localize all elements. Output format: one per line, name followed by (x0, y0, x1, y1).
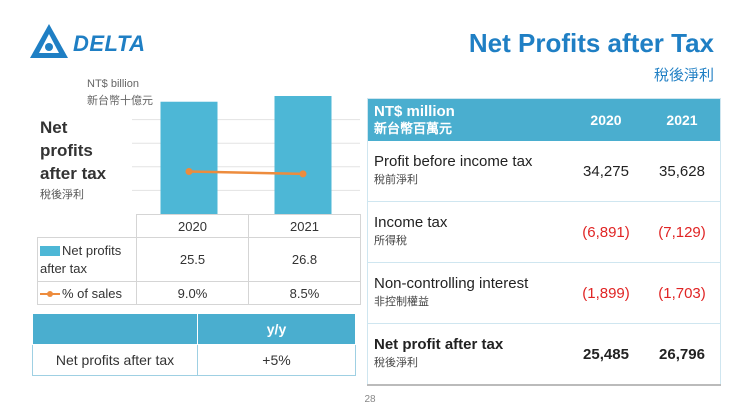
year-2021-label: 2021 (248, 214, 361, 238)
row-label-zh: 非控制權益 (374, 296, 429, 308)
year-header-2020: 2020 (568, 98, 644, 141)
yy-row-label: Net profits after tax (32, 344, 198, 376)
bar-2020 (160, 101, 218, 214)
table-row: Profit before income tax 稅前淨利 34,275 35,… (367, 141, 721, 202)
profit-breakdown-table: NT$ million 新台幣百萬元 2020 2021 Profit befo… (367, 98, 721, 386)
bar-swatch-icon (40, 246, 60, 257)
row-label-zh: 所得稅 (374, 235, 407, 247)
table-row: Net profit after tax 稅後淨利 25,485 26,796 (367, 323, 721, 386)
net-profit-2021: 26.8 (248, 237, 361, 282)
chart-bars (160, 96, 332, 214)
net-profit-chart (132, 96, 360, 214)
chart-label-line-3: after tax (40, 164, 107, 183)
unit-header-en: NT$ million (374, 103, 455, 120)
value-2021: 35,628 (644, 141, 721, 202)
legend-pct-sales: % of sales (37, 281, 137, 305)
yy-corner (32, 313, 198, 345)
logo-text: DELTA (73, 31, 146, 56)
legend-net-profits-label: Net profits after tax (40, 242, 122, 276)
row-label: Net profit after tax 稅後淨利 (367, 323, 568, 386)
row-label-en: Non-controlling interest (374, 275, 529, 292)
chart-label-zh: 稅後淨利 (40, 189, 84, 201)
chart-line (185, 168, 307, 178)
row-label-zh: 稅後淨利 (374, 357, 418, 369)
year-2020-label: 2020 (136, 214, 249, 238)
pct-sales-point-2020 (185, 168, 193, 176)
pct-sales-point-2021 (299, 170, 307, 178)
row-label-zh: 稅前淨利 (374, 174, 418, 186)
chart-label-line-1: Net (40, 118, 68, 137)
table-row: Net profits after tax 25.5 26.8 (37, 237, 361, 282)
chart-label-line-2: profits (40, 141, 93, 160)
value-2020: 34,275 (568, 141, 644, 202)
delta-logo (30, 24, 68, 58)
unit-header: NT$ million 新台幣百萬元 (367, 98, 568, 141)
row-label-en: Income tax (374, 214, 448, 231)
table-row: % of sales 9.0% 8.5% (37, 281, 361, 305)
value-2020: 25,485 (568, 323, 644, 386)
value-2021: (1,703) (644, 262, 721, 324)
yy-value: +5% (197, 344, 356, 376)
line-swatch-icon (40, 289, 60, 299)
chart-unit-en: NT$ billion (87, 78, 139, 90)
row-label: Profit before income tax 稅前淨利 (367, 141, 568, 202)
page-subtitle: 稅後淨利 (653, 67, 714, 84)
legend-pct-sales-label: % of sales (62, 285, 122, 301)
page-title: Net Profits after Tax (468, 28, 714, 58)
chart-data-header-row: 2020 2021 (38, 214, 361, 238)
value-2020: (1,899) (568, 262, 644, 324)
table-row: Income tax 所得稅 (6,891) (7,129) (367, 201, 721, 263)
chart-label: Net profits after tax (40, 116, 130, 185)
unit-header-zh: 新台幣百萬元 (374, 121, 453, 136)
value-2021: 26,796 (644, 323, 721, 386)
pct-sales-2020: 9.0% (136, 281, 249, 305)
row-label: Income tax 所得稅 (367, 201, 568, 263)
year-header-2021: 2021 (644, 98, 721, 141)
row-label: Non-controlling interest 非控制權益 (367, 262, 568, 324)
page-number: 28 (364, 394, 376, 405)
table-row: Non-controlling interest 非控制權益 (1,899) (… (367, 262, 721, 324)
breakdown-header-row: NT$ million 新台幣百萬元 2020 2021 (367, 98, 721, 141)
row-label-en: Profit before income tax (374, 153, 533, 170)
yy-table: y/y Net profits after tax +5% (32, 313, 356, 376)
bar-2021 (274, 96, 332, 214)
row-label-en: Net profit after tax (374, 336, 504, 353)
legend-net-profits: Net profits after tax (37, 237, 137, 282)
pct-sales-line (188, 170, 304, 176)
yy-header: y/y (197, 313, 356, 345)
chart-data-corner (38, 215, 137, 238)
value-2021: (7,129) (644, 201, 721, 263)
net-profit-2020: 25.5 (136, 237, 249, 282)
chart-data-table: 2020 2021 Net profits after tax 25.5 26.… (37, 214, 361, 305)
value-2020: (6,891) (568, 201, 644, 263)
pct-sales-2021: 8.5% (248, 281, 361, 305)
chart-unit-zh: 新台幣十億元 (87, 95, 153, 107)
